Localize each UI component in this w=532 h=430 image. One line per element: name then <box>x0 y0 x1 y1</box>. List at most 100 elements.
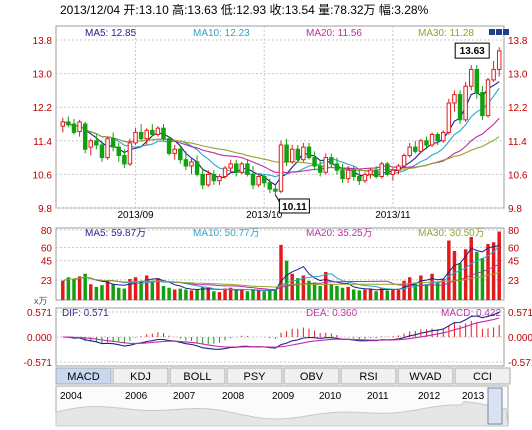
indicator-tabs: MACD KDJ BOLL PSY OBV RSI WVAD CCI <box>56 368 510 384</box>
dif-line <box>63 312 499 349</box>
zoom-button[interactable] <box>503 29 509 35</box>
candle-body <box>257 177 260 185</box>
volume-bar <box>341 288 344 300</box>
volume-bar <box>369 289 372 300</box>
tab-label: BOLL <box>183 371 211 383</box>
navigator-year: 2007 <box>173 391 196 402</box>
price-tick-left: 13.0 <box>33 70 53 81</box>
tab-label: OBV <box>300 371 324 383</box>
candle-body <box>190 162 193 166</box>
volume-bar <box>89 284 92 300</box>
volume-bar <box>475 252 478 300</box>
time-navigator: 2004 2006 2007 2008 2009 2010 2011 2012 2013 <box>56 386 508 426</box>
volume-bar <box>324 272 327 300</box>
candle-body <box>106 139 109 158</box>
volume-bar <box>195 290 198 301</box>
tab-cci[interactable]: CCI <box>455 368 510 384</box>
volume-tick-left: 60 <box>41 244 53 255</box>
candle-body <box>268 183 271 189</box>
volume-bar <box>346 287 349 300</box>
candle-body <box>139 132 142 138</box>
candle-body <box>123 156 126 164</box>
candle-body <box>419 141 422 152</box>
candle-body <box>290 149 293 162</box>
candle-body <box>207 174 210 185</box>
volume-bar <box>95 287 98 300</box>
zoom-button[interactable] <box>489 29 495 35</box>
price-tick-left: 11.4 <box>33 137 52 148</box>
month-tick: 2013/10 <box>246 210 283 221</box>
zoom-controls <box>489 29 509 35</box>
zoom-button[interactable] <box>496 29 502 35</box>
volume-bar <box>235 290 238 300</box>
candle-body <box>425 141 428 145</box>
tab-wvad[interactable]: WVAD <box>398 368 453 384</box>
candle-body <box>391 170 394 174</box>
candle-body <box>72 124 75 132</box>
volume-bar <box>117 288 120 300</box>
quote-header: 2013/12/04 开:13.10 高:13.63 低:12.93 收:13.… <box>60 2 429 17</box>
price-tick-left: 13.8 <box>33 36 53 47</box>
candle-body <box>184 160 187 166</box>
volume-unit-label: x万 <box>34 296 48 306</box>
candle-body <box>223 168 226 176</box>
candle-body <box>240 164 243 172</box>
navigator-range-handle[interactable] <box>488 388 502 424</box>
tab-boll[interactable]: BOLL <box>170 368 225 384</box>
volume-bar <box>313 283 316 301</box>
candle-body <box>179 149 182 160</box>
volume-bar <box>151 283 154 301</box>
tab-label: KDJ <box>130 371 151 383</box>
candle-body <box>414 147 417 151</box>
volume-bar <box>374 291 377 300</box>
volume-bar <box>251 290 254 301</box>
candle-body <box>61 122 64 126</box>
candle-body <box>475 69 478 92</box>
volume-bar <box>179 289 182 300</box>
volume-bar <box>486 244 489 300</box>
candle-body <box>162 128 165 139</box>
tab-rsi[interactable]: RSI <box>341 368 396 384</box>
tab-label: RSI <box>359 371 377 383</box>
volume-bar <box>257 290 260 300</box>
tab-psy[interactable]: PSY <box>227 368 282 384</box>
volume-bar <box>212 291 215 300</box>
candle-body <box>78 122 81 132</box>
volume-bar <box>218 292 221 300</box>
candle-body <box>285 145 288 162</box>
candle-body <box>313 158 316 166</box>
grid-layer <box>56 26 504 366</box>
candle-body <box>318 166 321 172</box>
volume-bar <box>419 276 422 301</box>
candle-body <box>229 164 232 168</box>
price-ma-legend: MA5: 12.85 MA10: 12.23 MA20: 11.56 MA30:… <box>85 28 474 39</box>
candle-body <box>397 166 400 170</box>
price-tick-right: 13.0 <box>508 70 528 81</box>
volume-bar <box>279 245 282 300</box>
candle-body <box>492 69 495 80</box>
candle-body <box>218 177 221 181</box>
tab-kdj[interactable]: KDJ <box>113 368 168 384</box>
candle-body <box>274 189 277 191</box>
candlesticks <box>61 47 501 195</box>
price-tick-right: 13.8 <box>508 36 528 47</box>
navigator-year: 2013 <box>462 391 485 402</box>
candle-body <box>341 170 344 178</box>
volume-bar <box>61 281 64 300</box>
legend-ma30: MA30: 11.28 <box>418 28 474 39</box>
tab-obv[interactable]: OBV <box>284 368 339 384</box>
candle-body <box>134 132 137 143</box>
volume-bar <box>358 290 361 300</box>
candle-body <box>408 147 411 155</box>
tab-macd[interactable]: MACD <box>56 368 111 384</box>
candle-body <box>458 95 461 120</box>
volume-tick-right: 80 <box>508 226 520 237</box>
price-tick-left: 12.2 <box>33 103 53 114</box>
volume-tick-left: 80 <box>41 226 53 237</box>
volume-bar <box>469 237 472 300</box>
candle-body <box>469 69 472 86</box>
candle-body <box>436 135 439 141</box>
candle-body <box>302 147 305 160</box>
